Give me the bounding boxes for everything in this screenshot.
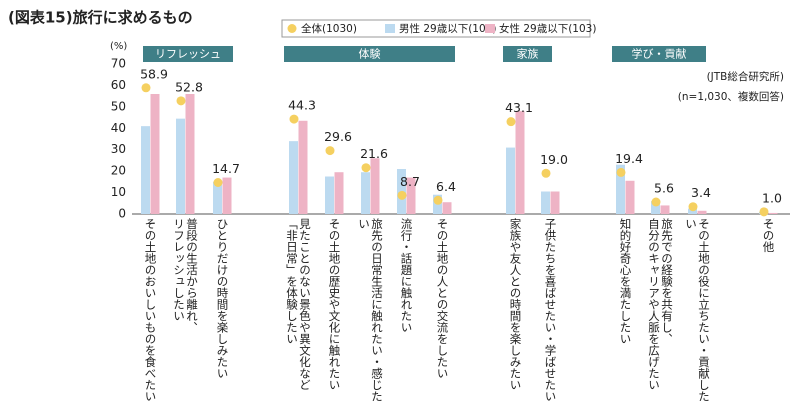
dot	[506, 117, 516, 127]
dot	[616, 167, 626, 177]
value-label: 1.0	[762, 190, 782, 205]
bar	[141, 126, 150, 214]
value-label: 43.1	[505, 100, 533, 115]
bar	[625, 180, 635, 214]
value-label: 21.6	[360, 146, 388, 161]
legend-swatch	[287, 24, 297, 33]
legend-label: 全体(1030)	[301, 22, 357, 35]
note: (n=1,030、複数回答)	[678, 90, 784, 103]
group-header	[612, 46, 706, 62]
dot	[213, 178, 223, 187]
bar	[616, 164, 625, 214]
group-header	[143, 46, 233, 62]
y-tick-label: 50	[111, 99, 126, 113]
dot	[541, 168, 551, 178]
value-label: 14.7	[212, 161, 240, 176]
group-header	[503, 46, 552, 62]
dot	[759, 207, 769, 217]
bar	[370, 158, 380, 214]
y-tick-label: 0	[118, 207, 126, 221]
x-tick-label: その土地のおいしいものを食べたい	[143, 218, 158, 402]
chart-title: (図表15)旅行に求めるもの	[8, 9, 193, 27]
x-tick-label: 普段の生活から離れ、 リフレッシュしたい	[172, 218, 199, 333]
x-tick-label: その他	[761, 218, 776, 253]
bar	[176, 118, 185, 214]
x-tick-label: 家族や友人との時間を楽しみたい	[508, 218, 523, 391]
x-tick-label: その土地の役に立ちたい・貢献したい	[684, 218, 711, 402]
group-label: 学び・貢献	[632, 47, 687, 61]
dot	[361, 163, 371, 173]
legend-label: 女性 29歳以下(103)	[499, 22, 596, 35]
bar	[442, 202, 452, 214]
note: (JTB総合研究所)	[707, 70, 784, 83]
value-label: 5.6	[654, 181, 674, 196]
dot	[325, 146, 335, 156]
bar	[222, 177, 232, 214]
bar	[697, 210, 707, 214]
value-label: 44.3	[288, 98, 316, 113]
bar	[185, 94, 195, 214]
bar	[768, 212, 778, 214]
x-tick-label: その土地の人との交流をしたい	[435, 218, 450, 379]
legend-swatch	[485, 24, 495, 33]
bar	[660, 205, 670, 214]
dot	[433, 195, 443, 205]
bar	[550, 191, 560, 214]
x-tick-label: 流行・話題に触れたい	[399, 218, 414, 333]
group-header	[284, 46, 455, 62]
y-tick-label: 60	[111, 78, 126, 92]
value-label: 8.7	[400, 174, 420, 189]
x-tick-label: 旅先の日常生活に触れたい・感じたい	[357, 218, 384, 402]
dot	[141, 83, 151, 93]
bar	[325, 176, 334, 214]
value-label: 58.9	[140, 66, 168, 81]
bar	[213, 181, 222, 214]
bar	[361, 172, 370, 214]
dot	[289, 114, 299, 124]
x-tick-label: 見たことのない景色や異文化など 「非日常」を体験したい	[285, 218, 312, 391]
dot	[688, 202, 698, 212]
value-label: 6.4	[436, 179, 456, 194]
value-label: 19.0	[540, 152, 568, 167]
value-label: 19.4	[615, 151, 643, 166]
legend-box	[281, 19, 591, 38]
x-tick-label: 旅先での経験を共有し、 自分のキャリアや人脈を広げたい	[647, 218, 674, 391]
y-tick-label: 10	[111, 185, 126, 199]
x-tick-label: その土地の歴史や文化に触れたい	[327, 218, 342, 391]
y-tick-label: 70	[111, 57, 126, 71]
dot	[397, 190, 407, 200]
x-tick-label: ひとりだけの時間を楽しみたい	[215, 218, 230, 379]
y-tick-label: 30	[111, 142, 126, 156]
value-label: 3.4	[691, 185, 711, 200]
bar	[150, 94, 160, 214]
bar	[406, 177, 416, 214]
y-tick-label: 40	[111, 121, 126, 135]
x-tick-label: 知的好奇心を満たしたい	[618, 218, 633, 345]
dot	[651, 197, 661, 207]
y-axis-label: (%)	[110, 41, 127, 52]
group-label: リフレッシュ	[155, 48, 221, 61]
bar	[515, 111, 525, 214]
bar	[541, 191, 550, 214]
x-tick-label: 子供たちを喜ばせたい・学ばせたい	[543, 218, 558, 402]
group-label: 家族	[517, 47, 539, 61]
y-tick-label: 20	[111, 164, 126, 178]
value-label: 29.6	[324, 129, 352, 144]
legend-label: 男性 29歳以下(103)	[399, 22, 496, 35]
legend-swatch	[385, 24, 395, 33]
group-label: 体験	[359, 47, 381, 61]
bar	[506, 147, 515, 214]
bar	[298, 120, 308, 214]
bar	[651, 201, 660, 214]
bar	[688, 208, 697, 214]
dot	[176, 96, 186, 106]
value-label: 52.8	[175, 79, 203, 94]
bar	[289, 141, 298, 214]
bar	[334, 172, 344, 214]
